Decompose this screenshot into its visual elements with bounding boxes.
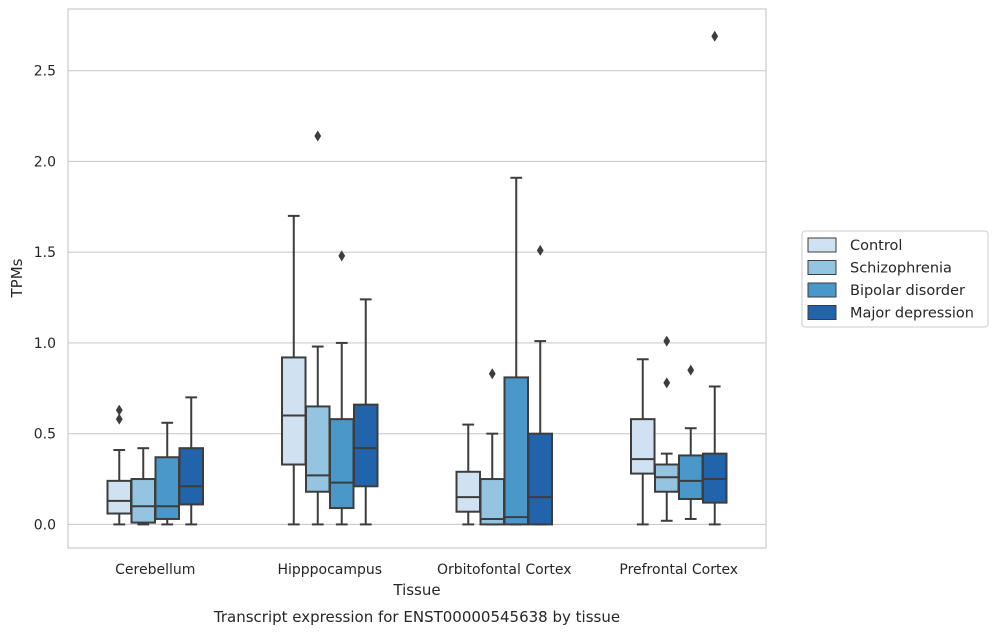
box-iqr <box>154 456 181 520</box>
outlier-point <box>663 377 671 389</box>
x-tick-label: Cerebellum <box>115 562 195 578</box>
box-iqr <box>479 478 506 526</box>
box-layer <box>106 30 728 526</box>
y-tick-label: 0.0 <box>34 517 56 533</box>
grid-lines <box>68 70 766 525</box>
y-tick-label: 2.5 <box>34 64 56 80</box>
box-iqr <box>630 418 656 475</box>
x-axis-ticks: Cerebellum Hipppocampus Orbitofontal Corte… <box>115 562 738 578</box>
box-0-2 <box>154 421 181 526</box>
x-axis-label: Tissue <box>392 581 440 599</box>
box-1-0 <box>281 214 307 526</box>
box-iqr <box>677 454 704 501</box>
legend-swatch <box>807 237 837 253</box>
box-2-1 <box>479 368 506 526</box>
plot-area-frame <box>67 8 767 549</box>
outlier-point <box>536 244 544 256</box>
box-3-1 <box>653 335 680 522</box>
legend-frame <box>801 230 989 328</box>
x-tick-label: Orbitofontal Cortex <box>437 562 572 578</box>
box-iqr <box>304 405 331 493</box>
legend-label: Control <box>850 238 902 254</box>
legend-swatch <box>807 305 837 320</box>
box-iqr <box>130 478 157 524</box>
box-iqr <box>527 432 553 526</box>
box-1-2 <box>328 250 355 526</box>
outlier-point <box>687 364 695 376</box>
outlier-point <box>663 335 671 347</box>
y-tick-label: 2.0 <box>34 154 56 170</box>
y-tick-label: 0.5 <box>34 427 56 443</box>
legend-label: Major depression <box>850 306 974 322</box>
box-3-3 <box>701 30 728 526</box>
box-3-2 <box>677 364 704 520</box>
box-iqr <box>106 479 133 515</box>
box-0-1 <box>130 447 157 526</box>
outlier-point <box>314 130 322 142</box>
chart-caption: Transcript expression for ENST0000054563… <box>213 608 620 626</box>
outlier-point <box>115 404 123 416</box>
box-1-3 <box>352 298 379 526</box>
outlier-point <box>711 30 719 42</box>
box-2-0 <box>455 423 482 526</box>
box-1-1 <box>304 130 331 526</box>
box-2-3 <box>527 244 553 526</box>
y-axis-ticks: 0.0 0.5 1.0 1.5 2.0 2.5 <box>34 64 56 534</box>
box-iqr <box>455 470 482 513</box>
x-tick-label: Hipppocampus <box>277 562 382 578</box>
y-tick-label: 1.5 <box>34 245 56 261</box>
y-tick-label: 1.0 <box>34 336 56 352</box>
y-axis-label: TPMs <box>8 258 26 298</box>
box-iqr <box>281 356 307 466</box>
outlier-point <box>488 368 496 380</box>
box-2-2 <box>503 176 530 526</box>
box-3-0 <box>630 358 656 526</box>
legend-swatch <box>807 260 837 275</box>
x-tick-label: Prefrontal Cortex <box>619 562 738 578</box>
box-iqr <box>178 447 204 506</box>
legend-label: Schizophrenia <box>850 261 952 277</box>
legend: Control Schizophrenia Bipolar disorder Majo… <box>801 230 989 328</box>
box-iqr <box>503 376 530 526</box>
outlier-point <box>115 413 123 425</box>
box-iqr <box>328 418 355 510</box>
box-0-0 <box>106 404 133 526</box>
outlier-point <box>338 250 346 262</box>
legend-swatch <box>807 282 837 298</box>
box-iqr <box>352 403 379 488</box>
legend-label: Bipolar disorder <box>850 283 965 299</box>
box-0-3 <box>178 396 204 526</box>
